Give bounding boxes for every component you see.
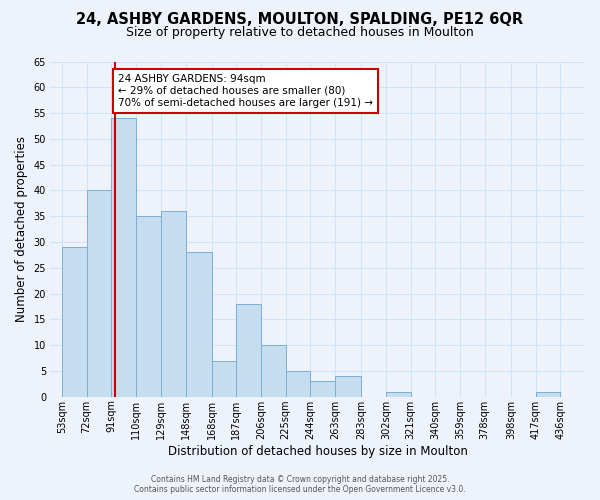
Text: Size of property relative to detached houses in Moulton: Size of property relative to detached ho… — [126, 26, 474, 39]
Bar — [310, 381, 335, 396]
Bar — [536, 392, 560, 396]
Bar — [136, 216, 161, 396]
X-axis label: Distribution of detached houses by size in Moulton: Distribution of detached houses by size … — [167, 444, 467, 458]
Bar — [86, 190, 112, 396]
Bar — [386, 392, 410, 396]
Bar — [286, 371, 310, 396]
Bar — [261, 345, 286, 397]
Bar — [212, 360, 236, 396]
Bar — [236, 304, 261, 396]
Y-axis label: Number of detached properties: Number of detached properties — [15, 136, 28, 322]
Bar — [161, 211, 185, 396]
Bar — [185, 252, 212, 396]
Bar — [112, 118, 136, 396]
Text: 24 ASHBY GARDENS: 94sqm
← 29% of detached houses are smaller (80)
70% of semi-de: 24 ASHBY GARDENS: 94sqm ← 29% of detache… — [118, 74, 373, 108]
Bar — [62, 247, 86, 396]
Text: 24, ASHBY GARDENS, MOULTON, SPALDING, PE12 6QR: 24, ASHBY GARDENS, MOULTON, SPALDING, PE… — [76, 12, 524, 28]
Text: Contains HM Land Registry data © Crown copyright and database right 2025.
Contai: Contains HM Land Registry data © Crown c… — [134, 474, 466, 494]
Bar — [335, 376, 361, 396]
Bar — [536, 392, 560, 396]
